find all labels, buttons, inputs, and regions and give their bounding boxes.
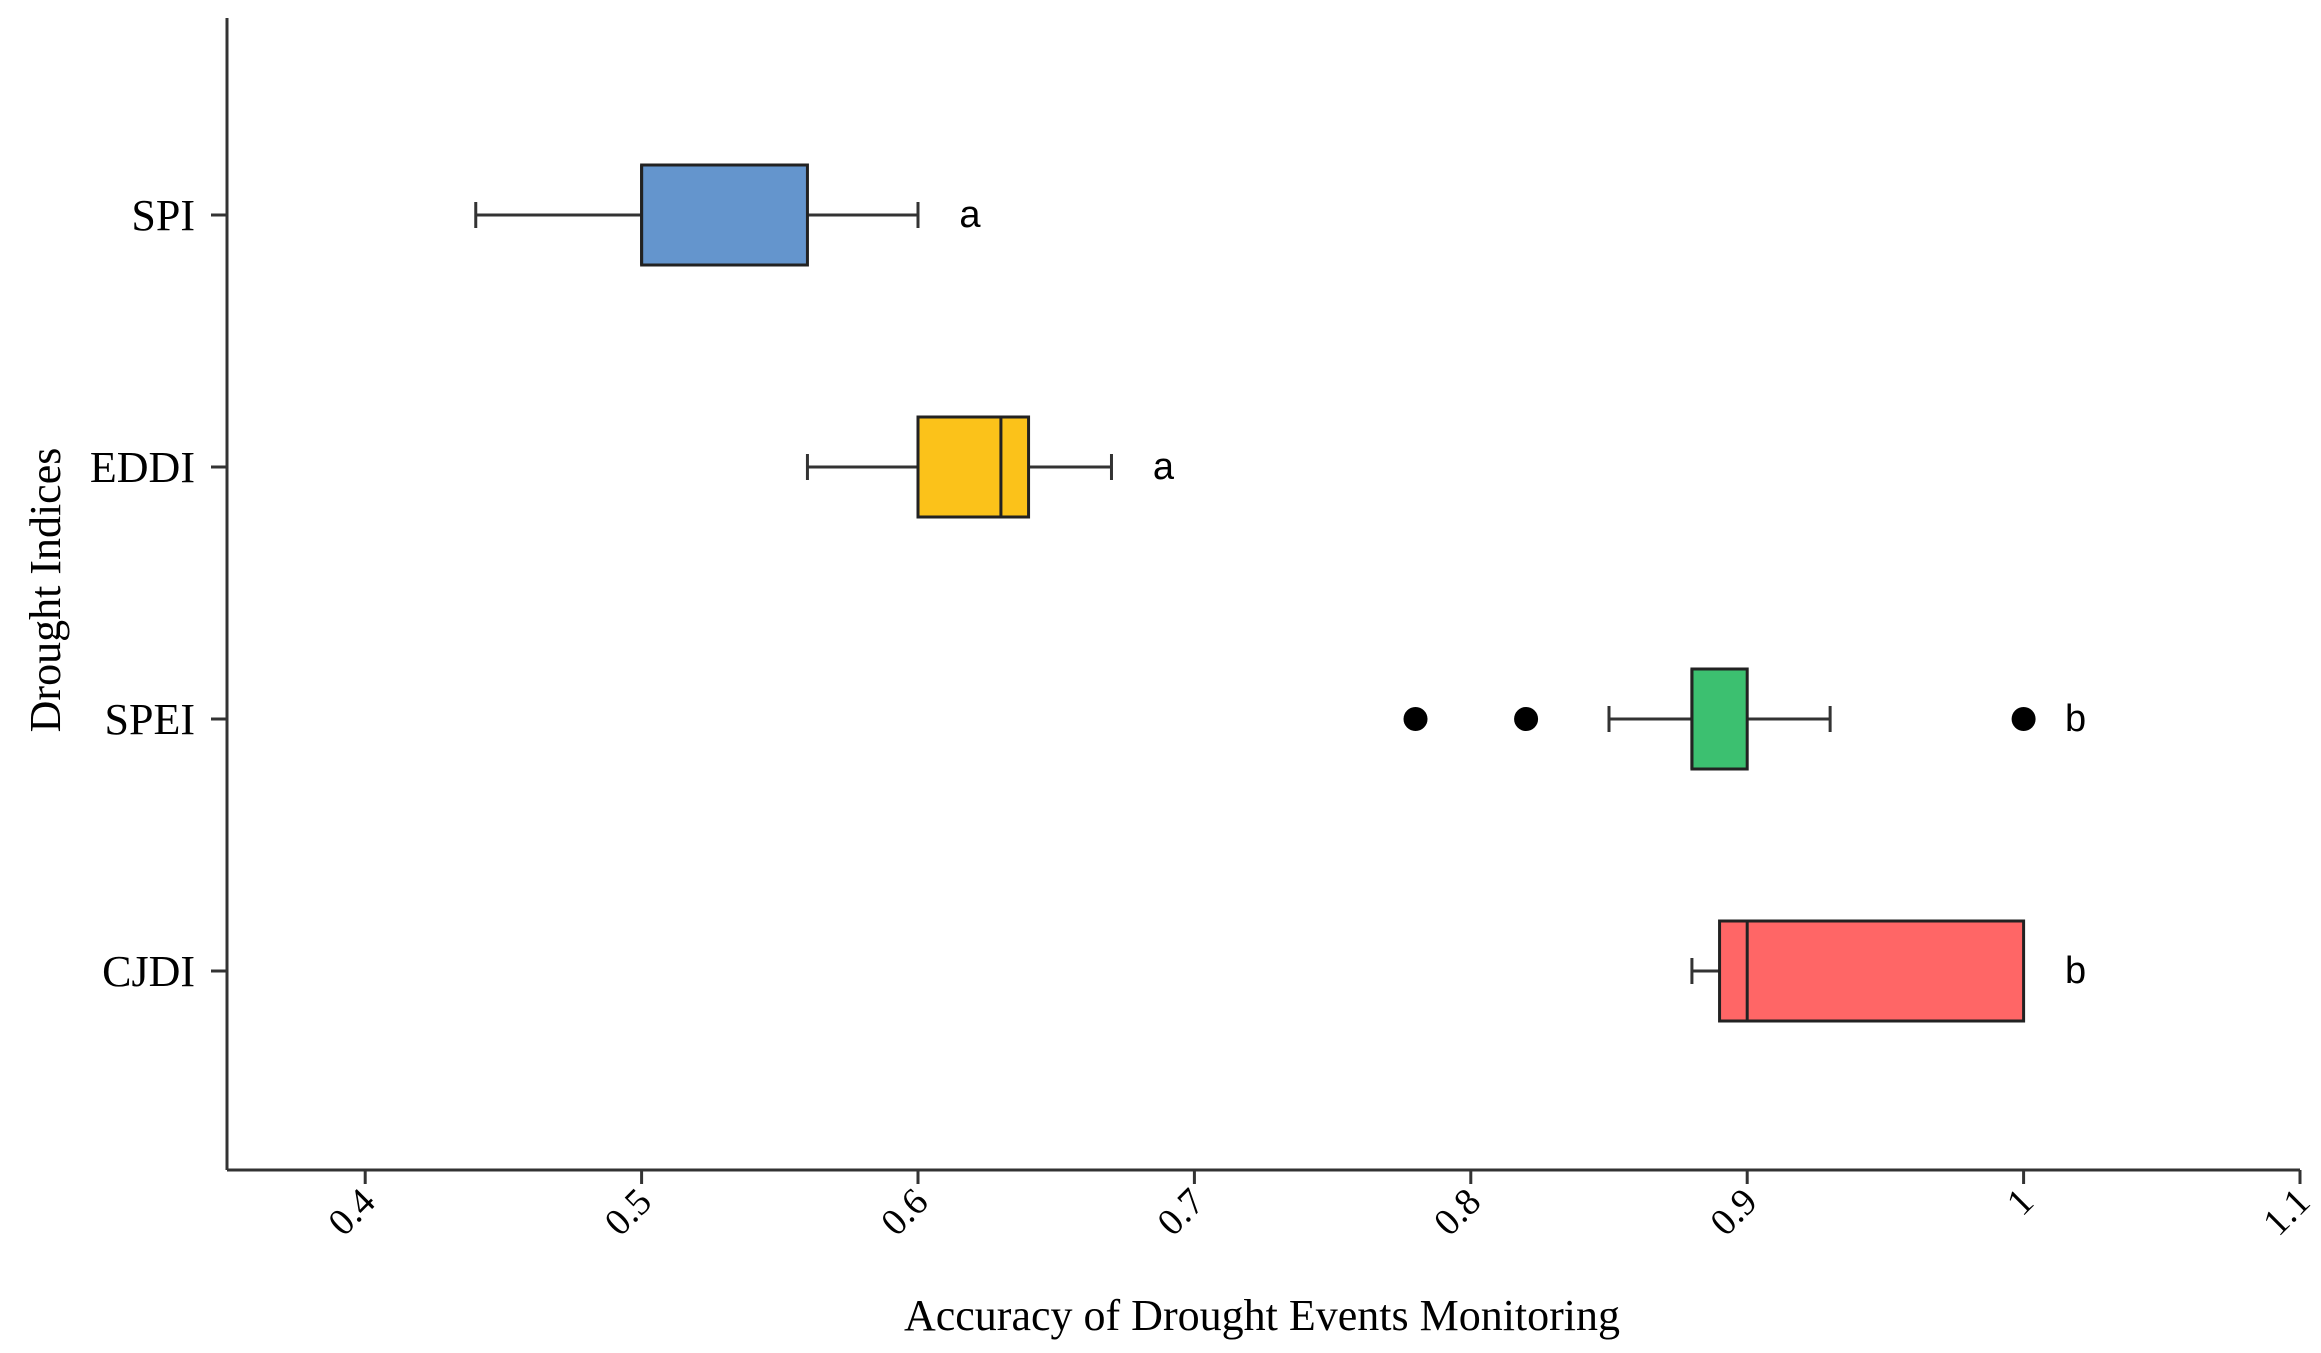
plot-area: a a b b <box>474 163 2086 1023</box>
x-axis-title: Accuracy of Drought Events Monitoring <box>904 1291 1620 1340</box>
box-cjdi <box>1718 919 2026 1023</box>
outlier-point <box>2011 707 2036 731</box>
category-label: EDDI <box>90 443 195 492</box>
x-tick-label: 1 <box>1999 1181 2042 1224</box>
group-label: b <box>2065 698 2086 740</box>
box-spei <box>1690 667 1749 771</box>
box-spi <box>640 163 809 267</box>
x-tick-label: 0.6 <box>873 1181 936 1244</box>
category-label: SPEI <box>105 695 195 744</box>
x-tick-label: 0.4 <box>320 1181 383 1244</box>
x-tick-label: 0.7 <box>1149 1181 1212 1244</box>
group-label: a <box>1153 446 1175 488</box>
x-tick-label: 0.9 <box>1702 1181 1765 1244</box>
box-eddi <box>916 415 1031 519</box>
y-axis-title: Drought Indices <box>21 448 70 733</box>
outlier-point <box>1514 707 1539 731</box>
group-label: b <box>2065 950 2086 992</box>
x-tick-label: 1.1 <box>2255 1181 2318 1244</box>
x-tick-label: 0.8 <box>1426 1181 1489 1244</box>
category-label: SPI <box>131 191 195 240</box>
axes: 0.4 0.5 0.6 0.7 0.8 0.9 1 1.1 SPI EDDI SPEI CJDI <box>90 18 2318 1244</box>
group-label: a <box>959 194 981 236</box>
x-tick-label: 0.5 <box>597 1181 660 1244</box>
outlier-point <box>1403 707 1428 731</box>
category-label: CJDI <box>102 947 195 996</box>
